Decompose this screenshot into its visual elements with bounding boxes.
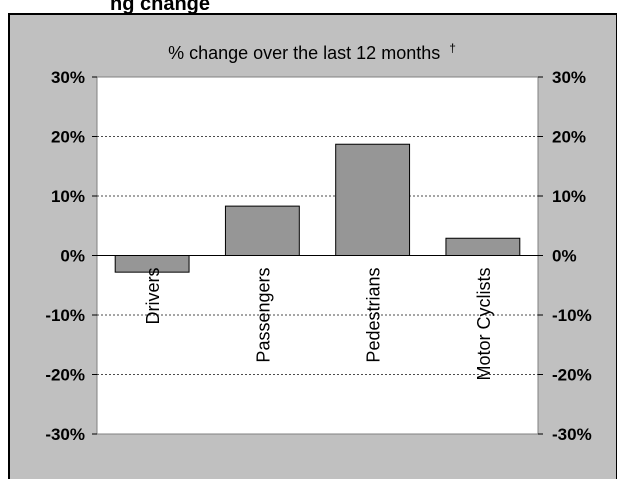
page-heading-fragment: ng change	[110, 0, 210, 15]
bars	[114, 143, 521, 273]
y-tick-label-right: -30%	[552, 425, 592, 444]
y-tick-label-left: -20%	[45, 366, 85, 385]
y-axis-right: 30% 20% 10% 0% -10% -20% -30%	[538, 68, 592, 444]
category-label: Motor Cyclists	[474, 268, 494, 381]
y-tick-label-right: 10%	[552, 187, 586, 206]
y-tick-label-right: 30%	[552, 68, 586, 87]
y-tick-label-left: -10%	[45, 306, 85, 325]
y-tick-label-right: -10%	[552, 306, 592, 325]
x-axis-categories: Drivers Passengers Pedestrians Motor Cyclis…	[143, 268, 494, 381]
y-tick-label-right: -20%	[552, 366, 592, 385]
bar-motor-cyclists	[445, 237, 521, 256]
y-tick-label-left: 10%	[51, 187, 85, 206]
bar-pedestrians	[335, 143, 411, 256]
category-label: Pedestrians	[364, 268, 384, 363]
bar-passengers	[224, 205, 300, 257]
y-tick-label-left: -30%	[45, 425, 85, 444]
category-label: Drivers	[143, 268, 163, 325]
chart-title-text: % change over the last 12 months	[168, 43, 440, 63]
category-label: Passengers	[253, 268, 273, 363]
chart-title: % change over the last 12 months †	[168, 41, 456, 63]
y-tick-label-right: 0%	[552, 247, 577, 266]
y-tick-label-left: 30%	[51, 68, 85, 87]
y-axis-left: 30% 20% 10% 0% -10% -20% -30%	[45, 68, 97, 444]
y-tick-label-left: 0%	[60, 247, 85, 266]
chart-title-marker: †	[449, 41, 456, 55]
gridlines	[97, 136, 538, 375]
y-tick-label-right: 20%	[552, 128, 586, 147]
y-tick-label-left: 20%	[51, 128, 85, 147]
